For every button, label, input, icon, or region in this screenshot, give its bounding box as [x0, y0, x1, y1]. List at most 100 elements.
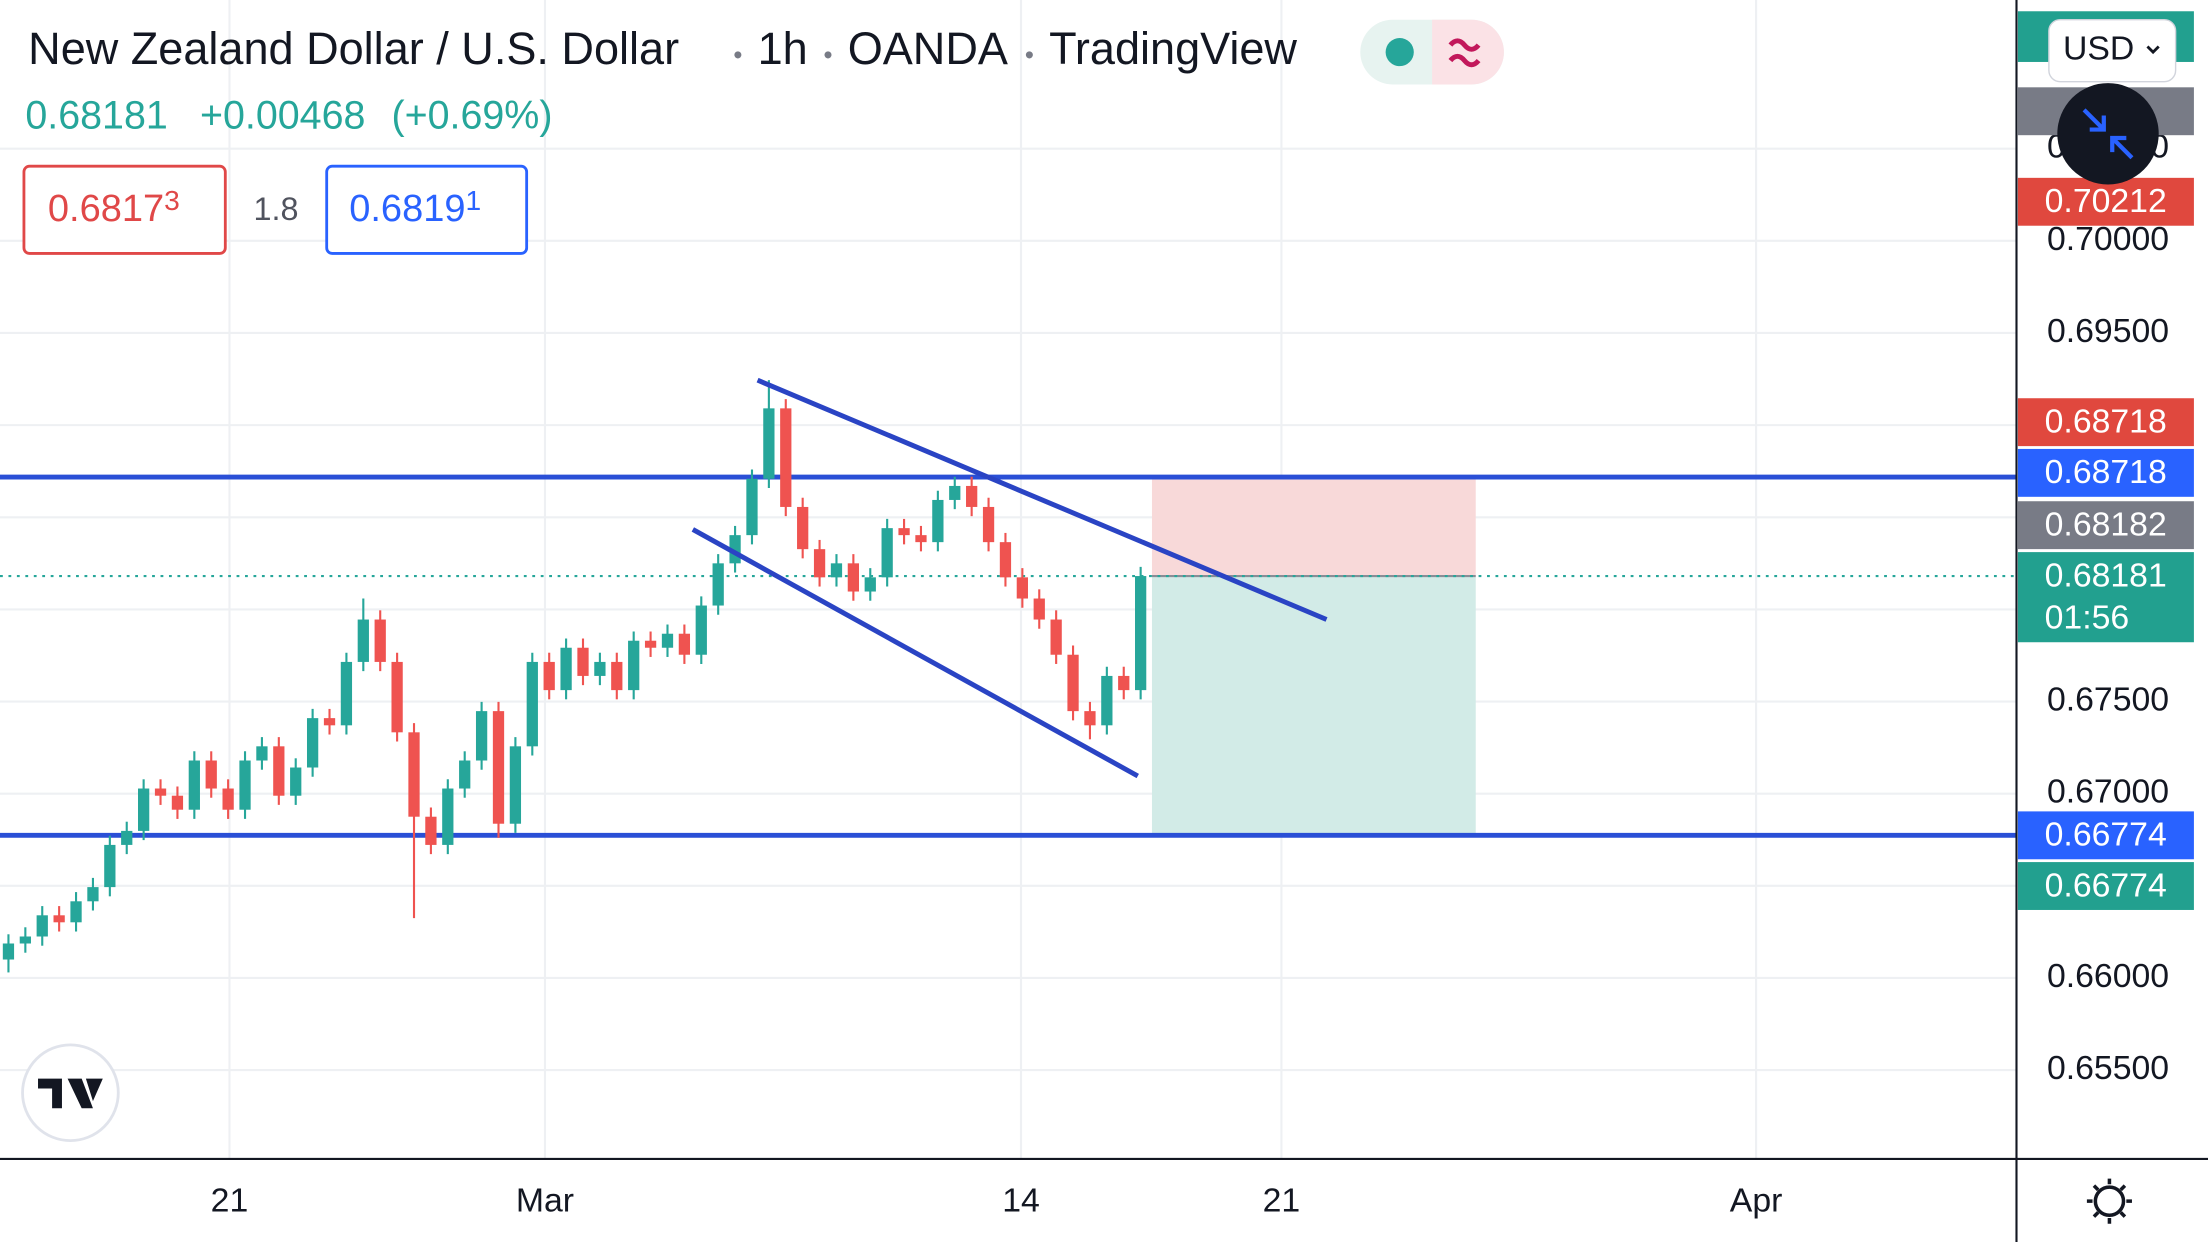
- x-tick-label: Mar: [516, 1181, 574, 1219]
- x-tick-label: 14: [1002, 1181, 1040, 1219]
- logo-bg: [21, 1043, 120, 1143]
- candle-body: [661, 633, 674, 648]
- candle-body: [425, 816, 437, 845]
- price-tag-label: 0.66774: [2045, 866, 2167, 904]
- price-tag: [2017, 862, 2194, 910]
- candle-body: [746, 478, 758, 536]
- source: TradingView: [1049, 23, 1297, 74]
- candle-body: [577, 647, 589, 676]
- pill-right: [1432, 19, 1504, 85]
- candle-body: [543, 661, 555, 691]
- spread: 1.8: [253, 191, 298, 227]
- candle-body: [695, 605, 707, 655]
- sell-main: 0.6817: [48, 188, 164, 230]
- currency: USD: [2063, 30, 2134, 68]
- candle-body: [2, 943, 15, 960]
- y-tick-label: 0.67000: [2047, 773, 2169, 811]
- price-tag: [2017, 501, 2194, 550]
- buy-price: 0.68191: [349, 185, 481, 230]
- candle-body: [290, 767, 302, 796]
- candle-body: [1101, 675, 1113, 726]
- buy-box: [325, 164, 529, 255]
- candle-body: [36, 915, 48, 937]
- candle-body: [475, 711, 488, 761]
- y-tick-label: 0.65500: [2047, 1049, 2169, 1087]
- candle-body: [121, 830, 133, 845]
- candle-body: [306, 718, 319, 768]
- trend-line: [691, 527, 1139, 779]
- candle-body: [1050, 619, 1062, 655]
- drawings: [0, 474, 2017, 838]
- candle-body: [915, 535, 927, 543]
- tv-logo[interactable]: [21, 1043, 120, 1143]
- live-dot: [1385, 38, 1414, 67]
- sell-button[interactable]: 0.68173: [22, 164, 227, 255]
- currency-button[interactable]: USD: [2048, 19, 2177, 83]
- candle-body: [898, 528, 910, 536]
- candle-body: [53, 915, 65, 923]
- candle-body: [442, 788, 454, 845]
- candle-body: [594, 661, 606, 676]
- candle-body: [239, 760, 251, 810]
- candle-body: [628, 640, 640, 691]
- candle-body: [999, 542, 1012, 578]
- buy-button[interactable]: 0.68191: [325, 164, 529, 255]
- candle-body: [1067, 654, 1079, 712]
- candle-body: [222, 788, 234, 810]
- grid: [0, 0, 2017, 1159]
- candle-body: [847, 563, 860, 592]
- last-price: 0.68181: [25, 94, 167, 138]
- separator: [1025, 51, 1033, 59]
- candle-body: [864, 577, 876, 592]
- candle-body: [357, 619, 369, 662]
- buy-main: 0.6819: [349, 188, 465, 230]
- candle-body: [729, 535, 741, 564]
- candle-body: [188, 760, 200, 810]
- price-tag-label: 0.68182: [2045, 506, 2167, 544]
- collapse-button[interactable]: [2057, 83, 2159, 185]
- candle-body: [1033, 598, 1045, 620]
- y-tick-label: 0.69500: [2047, 312, 2169, 350]
- candle-body: [509, 746, 522, 824]
- candle-body: [154, 788, 167, 796]
- candle-body: [374, 619, 386, 662]
- price-tag-label: 0.68718: [2045, 403, 2167, 441]
- candle-body: [340, 661, 353, 726]
- price-tag: [2017, 177, 2194, 226]
- status-pill[interactable]: [1360, 19, 1504, 85]
- candle-body: [1118, 675, 1130, 691]
- separator: [734, 51, 742, 59]
- buy-pip: 1: [466, 185, 482, 216]
- broker: OANDA: [848, 23, 1008, 74]
- interval: 1h: [758, 23, 808, 74]
- candle-body: [1084, 711, 1096, 726]
- candle-body: [830, 563, 843, 578]
- candle-body: [19, 936, 31, 944]
- candle-body: [408, 732, 420, 817]
- candle-body: [763, 408, 775, 479]
- candle-body: [492, 711, 505, 824]
- price-tag-label: 0.70212: [2045, 182, 2167, 220]
- candle-body: [881, 528, 893, 578]
- candle-body: [391, 661, 403, 733]
- price-tags: 0.70212 0.68718 0.68718 0.68182 0.68181 01:56…: [2017, 177, 2194, 910]
- candle-body: [1135, 576, 1147, 691]
- price-tag: [2017, 811, 2194, 860]
- candle-body: [560, 647, 572, 691]
- trend-line: [756, 377, 1328, 622]
- candle-body: [138, 788, 150, 831]
- target-zone: [1151, 576, 1476, 836]
- time-axis-bg: [0, 1160, 2208, 1242]
- candles: [2, 377, 1328, 973]
- sell-box: [22, 164, 227, 255]
- sell-price: 0.68173: [48, 185, 180, 230]
- symbol-title: New Zealand Dollar / U.S. Dollar: [28, 23, 679, 74]
- settings-button[interactable]: [2086, 1178, 2132, 1224]
- candle-body: [171, 795, 184, 810]
- price-tag-label: 0.68181: [2045, 556, 2167, 594]
- candle-body: [323, 718, 336, 726]
- candle-body: [813, 549, 826, 578]
- stop-zone: [1151, 477, 1476, 577]
